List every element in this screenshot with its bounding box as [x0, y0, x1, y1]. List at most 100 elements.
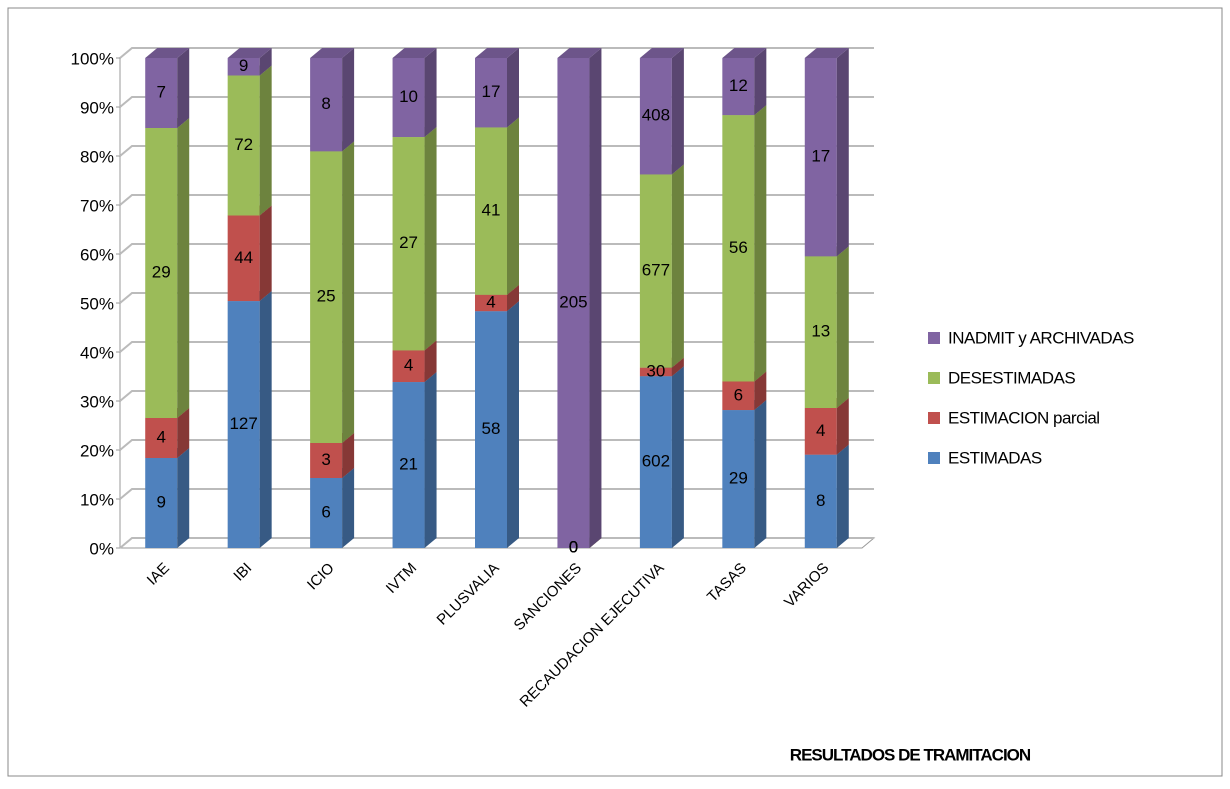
bar-front — [722, 58, 755, 116]
bar-side — [507, 301, 519, 548]
data-label: 4 — [404, 356, 413, 375]
bar-top — [639, 48, 684, 58]
bar-front — [145, 418, 178, 458]
bar-side — [342, 48, 355, 152]
bar-top — [557, 48, 602, 58]
bar-segment — [722, 400, 767, 548]
bar-side — [836, 48, 849, 257]
data-label: 17 — [811, 147, 830, 166]
bar-side — [177, 48, 190, 128]
bar-front — [227, 215, 260, 302]
grid-line — [119, 145, 874, 157]
legend-swatch — [928, 332, 940, 344]
data-label: 8 — [321, 94, 330, 113]
bar-segment — [145, 448, 190, 548]
bar-side — [671, 48, 684, 175]
bar-front — [310, 443, 343, 478]
bar-segment — [145, 118, 190, 418]
grid-line — [119, 194, 874, 206]
y-tick-label: 20% — [80, 441, 114, 460]
bar-side — [259, 291, 272, 548]
bar-front — [804, 454, 837, 548]
bar-top — [392, 48, 437, 58]
data-label: 9 — [156, 492, 165, 511]
data-label: 127 — [229, 414, 257, 433]
bar-segment — [392, 127, 437, 351]
y-tick-label: 100% — [71, 49, 114, 68]
data-label: 7 — [156, 82, 165, 101]
bar-front — [392, 58, 425, 138]
data-label: 30 — [646, 361, 665, 380]
y-tick-label: 0% — [89, 539, 114, 558]
data-label: 0 — [569, 537, 578, 556]
grid-line — [119, 439, 874, 451]
bar-side — [836, 444, 849, 548]
bar-side — [342, 433, 355, 478]
data-label: 0 — [569, 537, 578, 556]
bar-side — [671, 357, 684, 377]
y-tick-label: 80% — [80, 147, 114, 166]
bar-front — [145, 458, 178, 548]
bar-segment — [227, 291, 272, 548]
data-label: 0 — [569, 537, 578, 556]
bar-side — [589, 48, 602, 548]
bar-side — [754, 371, 767, 411]
bar-front — [475, 127, 507, 295]
bar-front — [639, 58, 672, 175]
bar-front — [145, 128, 178, 418]
bar-front — [227, 75, 260, 216]
bar-side — [259, 48, 272, 76]
data-label: 58 — [482, 419, 501, 438]
bar-side — [259, 65, 272, 216]
bar-front — [310, 478, 343, 548]
bar-segment — [392, 48, 437, 138]
bar-side — [836, 246, 849, 408]
data-label: 9 — [239, 56, 248, 75]
bar-front — [722, 410, 755, 548]
bar-front — [227, 58, 260, 76]
data-label: 4 — [486, 292, 495, 311]
bar-top — [722, 48, 767, 58]
bar-side — [507, 117, 519, 295]
bar-top — [310, 48, 355, 58]
data-label: 72 — [234, 135, 253, 154]
bar-side — [754, 48, 767, 116]
data-label: 205 — [559, 292, 587, 311]
data-label: 4 — [156, 427, 165, 446]
data-label: 4 — [816, 421, 825, 440]
bar-side — [754, 400, 767, 548]
legend-label: ESTIMACION parcial — [948, 408, 1100, 427]
bar-segment — [639, 48, 684, 175]
data-label: 29 — [152, 262, 171, 281]
legend-label: ESTIMADAS — [948, 448, 1042, 467]
bar-segment — [804, 444, 849, 548]
data-label: 41 — [482, 201, 501, 220]
legend-swatch — [928, 372, 940, 384]
grid-line — [119, 243, 874, 255]
bar-front — [557, 58, 590, 548]
data-label: 12 — [729, 76, 748, 95]
bar-segment — [227, 48, 272, 76]
bar-segment — [310, 468, 355, 548]
bar-side — [177, 448, 190, 548]
bar-segment — [722, 48, 767, 116]
grid-line — [119, 390, 874, 402]
bar-front — [392, 382, 425, 548]
bar-side — [424, 127, 437, 351]
y-tick-label: 90% — [80, 98, 114, 117]
data-label: 17 — [482, 82, 501, 101]
bar-front — [475, 58, 507, 128]
bar-top — [804, 48, 849, 58]
bar-front — [639, 367, 672, 377]
data-label: 10 — [399, 87, 418, 106]
data-label: 3 — [321, 450, 330, 469]
bar-front — [310, 58, 343, 152]
grid-line — [119, 47, 874, 59]
bar-side — [507, 48, 519, 128]
x-axis-title: RESULTADOS DE TRAMITACION — [790, 745, 1031, 764]
y-tick-label: 40% — [80, 343, 114, 362]
bar-side — [754, 105, 767, 382]
data-label: 677 — [642, 261, 670, 280]
bar-front — [475, 311, 507, 548]
bar-top — [475, 48, 519, 58]
